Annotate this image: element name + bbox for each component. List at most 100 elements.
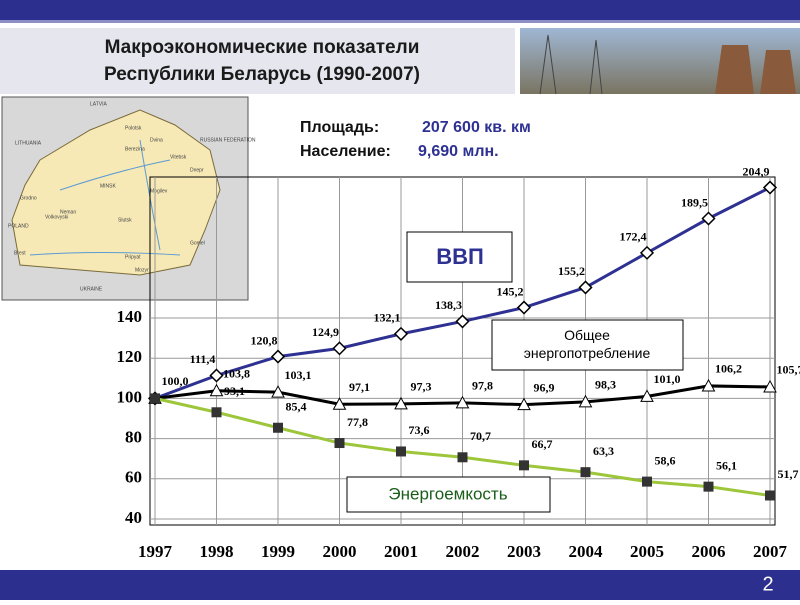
value-label: 204,9 (743, 164, 770, 178)
value-label: 96,9 (534, 380, 555, 394)
value-label: 105,7 (777, 363, 800, 377)
fact-value: 207 600 кв. км (422, 119, 531, 136)
marker (150, 393, 160, 403)
value-label: 132,1 (374, 311, 401, 325)
legend-label: Энергоемкость (388, 484, 507, 503)
x-tick-label: 2001 (384, 542, 418, 561)
map-label: Grodno (20, 195, 37, 201)
marker (703, 213, 715, 225)
marker (335, 438, 345, 448)
x-tick-label: 2000 (323, 542, 357, 561)
map-label: LATVIA (90, 101, 108, 107)
marker (704, 482, 714, 492)
map-label: Brest (14, 250, 26, 256)
value-label: 172,4 (620, 230, 647, 244)
map-label: Mozyr (135, 267, 149, 273)
map-label: Dnepr (190, 167, 204, 173)
photo (520, 28, 800, 94)
map-label: UKRAINE (80, 286, 103, 292)
marker (458, 452, 468, 462)
x-tick-label: 2003 (507, 542, 541, 561)
map-label: Mogilev (150, 188, 168, 194)
fact-value: 9,690 млн. (418, 143, 499, 160)
marker (395, 328, 407, 340)
x-tick-label: 1997 (138, 542, 173, 561)
marker (581, 467, 591, 477)
map-label: RUSSIAN FEDERATION (200, 137, 256, 143)
value-label: 145,2 (497, 284, 524, 298)
value-label: 85,4 (286, 399, 307, 413)
x-tick-label: 2006 (692, 542, 726, 561)
value-label: 63,3 (593, 444, 614, 458)
map-label: Neman (60, 209, 76, 215)
value-label: 97,3 (411, 380, 432, 394)
x-tick-label: 2007 (753, 542, 788, 561)
value-label: 101,0 (654, 372, 681, 386)
x-tick-label: 1999 (261, 542, 295, 561)
marker (765, 490, 775, 500)
value-label: 97,8 (472, 379, 493, 393)
y-tick-label: 40 (125, 508, 142, 527)
fact-label: Площадь: (300, 119, 379, 136)
map: LATVIA LITHUANIA RUSSIAN FEDERATION POLAND U… (2, 97, 256, 300)
map-label: Berezina (125, 146, 145, 152)
y-tick-label: 120 (117, 347, 143, 366)
value-label: 58,6 (655, 453, 676, 467)
marker (518, 302, 530, 314)
top-bar-stripe (0, 20, 800, 23)
value-label: 138,3 (435, 298, 462, 312)
value-label: 56,1 (716, 458, 737, 472)
map-label: MINSK (100, 183, 117, 189)
marker (642, 477, 652, 487)
title-line: Республики Беларусь (1990-2007) (104, 64, 420, 85)
value-label: 111,4 (190, 352, 216, 366)
marker (764, 182, 776, 194)
marker (580, 281, 592, 293)
value-label: 103,8 (223, 367, 250, 381)
marker (641, 247, 653, 259)
map-label: LITHUANIA (15, 140, 42, 146)
value-label: 155,2 (558, 264, 585, 278)
value-label: 120,8 (251, 333, 278, 347)
value-label: 98,3 (595, 378, 616, 392)
value-label: 51,7 (778, 467, 799, 481)
bottom-bar (0, 570, 800, 600)
map-label: Vitebsk (170, 154, 187, 160)
marker (519, 460, 529, 470)
value-label: 93,1 (224, 384, 245, 398)
value-label: 124,9 (312, 325, 339, 339)
y-tick-label: 80 (125, 428, 142, 447)
marker (212, 407, 222, 417)
x-tick-label: 1998 (200, 542, 234, 561)
x-tick-label: 2002 (446, 542, 480, 561)
y-tick-label: 60 (125, 468, 142, 487)
map-label: Slutsk (118, 217, 132, 223)
marker (273, 423, 283, 433)
top-bar (0, 0, 800, 20)
map-label: Gomel (190, 240, 205, 246)
map-label: Dvina (150, 137, 163, 143)
legend-label: ВВП (436, 244, 484, 269)
value-label: 73,6 (409, 423, 430, 437)
value-label: 103,1 (285, 368, 312, 382)
value-label: 70,7 (470, 429, 491, 443)
x-tick-label: 2005 (630, 542, 664, 561)
x-tick-label: 2004 (569, 542, 604, 561)
value-label: 189,5 (681, 195, 708, 209)
map-label: Polotsk (125, 125, 142, 131)
value-label: 100,0 (162, 374, 189, 388)
marker (272, 351, 284, 363)
value-label: 106,2 (715, 362, 742, 376)
value-label: 97,1 (349, 380, 370, 394)
marker (211, 369, 223, 381)
marker (334, 342, 346, 354)
marker (457, 315, 469, 327)
value-label: 77,8 (347, 415, 368, 429)
marker (396, 446, 406, 456)
title-line: Макроэкономические показатели (105, 37, 420, 58)
value-label: 66,7 (532, 437, 553, 451)
y-tick-label: 100 (117, 387, 143, 406)
map-label: POLAND (8, 223, 29, 229)
map-label: Pripyat (125, 254, 141, 260)
